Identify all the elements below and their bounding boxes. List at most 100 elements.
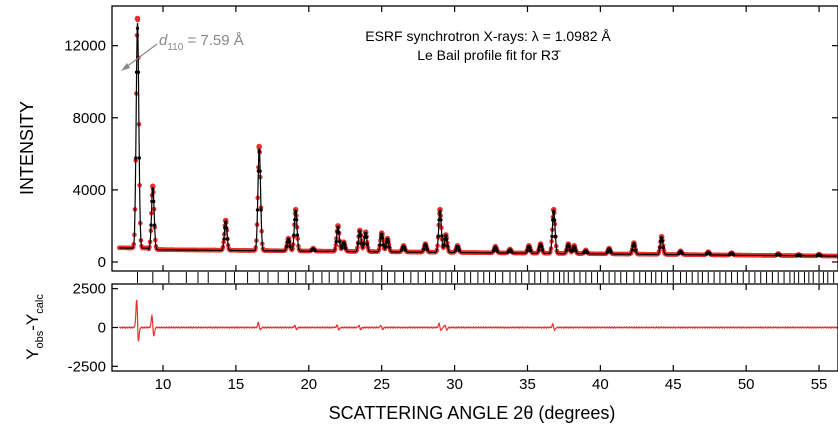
main-x-ticks (162, 6, 820, 271)
calculated-point (294, 210, 298, 214)
calculated-point (287, 240, 291, 244)
calculated-point (778, 253, 782, 257)
x-tick-label: 30 (446, 376, 463, 393)
calculated-point (553, 234, 558, 239)
calculated-point (343, 246, 348, 250)
difference-y-tick-label: 2500 (73, 281, 106, 298)
reflection-tick-marks (137, 271, 835, 283)
calculated-point (660, 239, 665, 243)
difference-x-ticks: 10 15 20 25 30 35 40 45 50 55 (155, 284, 828, 393)
calculated-point (222, 237, 226, 241)
diff-label-y: Y (23, 348, 42, 359)
calculated-point (540, 248, 545, 252)
calculated-point (567, 244, 571, 249)
calculated-point (356, 241, 360, 246)
calculated-point (365, 242, 370, 247)
x-tick-label: 15 (228, 376, 245, 393)
calculated-point (152, 223, 157, 227)
calculated-point (440, 234, 444, 238)
x-tick-label: 50 (738, 376, 755, 393)
calculated-point (439, 218, 443, 222)
main-y-tick-label: 0 (98, 254, 106, 271)
calculated-point (378, 243, 382, 247)
observed-peak-point (256, 143, 263, 150)
x-tick-label: 10 (155, 376, 172, 393)
calculated-point (658, 246, 662, 250)
calculated-point (255, 208, 260, 212)
calculated-point (384, 245, 388, 249)
calculated-point (422, 247, 426, 251)
calculated-point (359, 234, 363, 238)
calculated-point (381, 243, 386, 247)
calculated-point (436, 234, 440, 238)
calculated-point (294, 218, 299, 222)
calculated-point (552, 210, 556, 214)
calculated-point (149, 223, 153, 227)
chart-subtitle: Le Bail profile fit for R3̄ (417, 47, 561, 63)
d110-annotation: d110 = 7.59 Å (121, 32, 244, 71)
calculated-point (564, 248, 569, 252)
calculated-point (336, 225, 340, 230)
calculated-point (457, 248, 461, 252)
calculated-point (425, 247, 429, 251)
calculated-point (550, 234, 554, 239)
difference-y-ticks: -2500 0 2500 (68, 281, 118, 375)
calculated-point (708, 252, 712, 256)
observed-peak-point (150, 183, 156, 190)
calculated-point (380, 236, 385, 240)
calculated-point (537, 248, 541, 252)
calculated-point (343, 243, 347, 247)
calculated-point (224, 226, 229, 230)
calculated-point (661, 246, 666, 250)
calculated-point (284, 244, 289, 249)
calculated-point (313, 248, 317, 253)
annotation-subscript: 110 (167, 42, 183, 53)
difference-panel: -2500 0 2500 10 15 20 25 30 35 40 45 50 55 Yobs-Yca… (23, 281, 838, 393)
x-axis-label: SCATTERING ANGLE 2θ (degrees) (329, 403, 616, 423)
x-tick-label: 20 (300, 376, 317, 393)
calculated-point (364, 231, 368, 236)
calculated-point (338, 240, 342, 244)
calculated-point (137, 156, 141, 160)
calculated-point (292, 233, 296, 237)
calculated-point (387, 245, 391, 249)
difference-plot-area (118, 299, 838, 342)
calculated-point (574, 249, 578, 253)
y-axis-label-difference: Yobs-Ycalc (23, 294, 46, 360)
calculated-point (364, 235, 369, 239)
calculated-point (609, 250, 613, 254)
main-plot-area (117, 15, 838, 259)
diff-label-minus-y: -Y (23, 314, 42, 331)
difference-y-tick-label: -2500 (68, 358, 106, 375)
calculated-point (135, 26, 140, 31)
calculated-point (659, 236, 664, 240)
calculated-profile-line (119, 23, 838, 257)
diff-label-calc: calc (34, 294, 46, 314)
calculated-point (288, 244, 292, 249)
calculated-point (380, 232, 384, 236)
diff-label-obs: obs (34, 330, 46, 348)
calculated-point (495, 249, 499, 253)
calculated-point (403, 248, 407, 252)
main-y-tick-label: 12000 (64, 38, 106, 55)
calculated-point (445, 244, 450, 248)
calculated-point (630, 248, 634, 252)
annotation-suffix: = 7.59 Å (183, 32, 243, 49)
calculated-point (634, 248, 638, 252)
calculated-point (224, 220, 228, 224)
calculated-point (362, 242, 366, 246)
calculated-point (529, 248, 533, 253)
calculated-point (257, 149, 261, 153)
calculated-point (444, 234, 448, 238)
x-tick-label: 55 (811, 376, 828, 393)
calculated-point (152, 199, 156, 204)
x-tick-label: 40 (592, 376, 609, 393)
calculated-point (358, 230, 362, 234)
calculated-point (386, 240, 391, 244)
calculated-point (259, 208, 263, 212)
annotation-prefix: d (159, 32, 168, 49)
calculated-point (258, 169, 262, 173)
x-tick-label: 45 (665, 376, 682, 393)
main-y-tick-label: 4000 (73, 182, 106, 199)
